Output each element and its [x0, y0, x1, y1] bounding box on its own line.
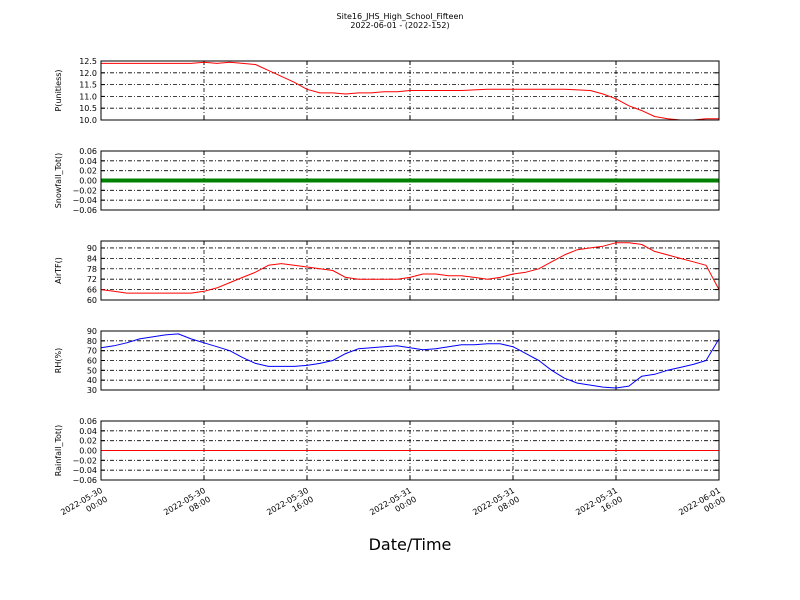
panel-1-ylabel: Snowfall_Tot() — [54, 153, 63, 209]
panel-3-ytick-label-2: 70 — [87, 347, 97, 356]
panel-0-ytick-label-2: 11.5 — [79, 81, 97, 90]
panel-4-ytick-label-0: 0.06 — [79, 417, 97, 426]
panel-0-frame — [100, 60, 720, 121]
panel-2-ytick-label-4: 66 — [87, 286, 97, 295]
panel-3-ytick-label-5: 40 — [87, 376, 97, 385]
panel-4-ytick-label-5: −0.04 — [72, 466, 97, 475]
panel-0-ytick-label-0: 12.5 — [79, 57, 97, 66]
panel-3-series-line — [100, 333, 720, 389]
x-tick-label-4: 2022-05-3108:00 — [471, 486, 521, 526]
panel-4-ytick-label-6: −0.06 — [72, 476, 97, 485]
panel-3-ytick-label-1: 80 — [87, 337, 97, 346]
panel-2-ytick-label-0: 90 — [87, 244, 97, 253]
panel-1: 0.060.040.020.00−0.02−0.04−0.06 Snowfall_… — [54, 147, 720, 215]
panel-0-ytick-label-1: 12.0 — [79, 69, 97, 78]
panel-2-ylabel: AirTF() — [54, 257, 63, 284]
chart-title: Site16_JHS_High_School_Fifteen — [337, 12, 464, 21]
panel-0-ytick-label-4: 10.5 — [79, 104, 97, 113]
x-tick-label-3: 2022-05-3100:00 — [368, 486, 418, 526]
panel-0-ylabel: P(unitless) — [54, 69, 63, 111]
panel-0-ytick-label-3: 11.0 — [79, 92, 97, 101]
x-tick-label-2: 2022-05-3016:00 — [265, 486, 315, 526]
panel-1-ytick-label-5: −0.04 — [72, 196, 97, 205]
panel-4-ytick-label-2: 0.02 — [79, 437, 97, 446]
panel-1-frame — [100, 150, 720, 211]
panel-4-frame — [100, 420, 720, 481]
panel-0-series-line — [101, 61, 719, 121]
panel-4: 0.060.040.020.00−0.02−0.04−0.06 Rainfall_… — [54, 417, 720, 485]
panel-3-ylabel: RH(%) — [54, 348, 63, 373]
panel-4-ytick-label-3: 0.00 — [79, 447, 97, 456]
panel-4-ytick-label-4: −0.02 — [72, 456, 97, 465]
panel-2-ytick-label-2: 78 — [87, 265, 97, 274]
panel-0-ytick-label-5: 10.0 — [79, 116, 97, 125]
panels-group: 12.512.011.511.010.510.0P(unitless)0.060… — [54, 57, 720, 485]
x-tick-labels: 2022-05-3000:00 2022-05-3008:00 2022-05-30… — [59, 486, 727, 526]
panel-2-frame — [100, 240, 720, 301]
panel-2-ytick-label-5: 60 — [87, 296, 97, 305]
panel-3-ytick-label-6: 30 — [87, 386, 97, 395]
panel-1-ytick-label-6: −0.06 — [72, 206, 97, 215]
panel-3-ytick-label-0: 90 — [87, 327, 97, 336]
x-tick-label-5: 2022-05-3116:00 — [574, 486, 624, 526]
panel-2-series-line — [100, 242, 720, 294]
x-axis-label: Date/Time — [369, 535, 452, 554]
panel-3-frame — [100, 330, 720, 391]
x-tick-label-1: 2022-05-3008:00 — [162, 486, 212, 526]
panel-3-ytick-label-4: 50 — [87, 366, 97, 375]
panel-1-ytick-label-3: 0.00 — [79, 177, 97, 186]
panel-2-ytick-label-3: 72 — [87, 275, 97, 284]
panel-4-ylabel: Rainfall_Tot() — [54, 425, 63, 477]
panel-4-ytick-label-1: 0.04 — [79, 427, 97, 436]
x-tick-label-0: 2022-05-3000:00 — [59, 486, 109, 526]
panel-1-ytick-label-1: 0.04 — [79, 157, 97, 166]
panel-1-ytick-label-2: 0.02 — [79, 167, 97, 176]
panel-1-ytick-label-4: −0.02 — [72, 186, 97, 195]
panel-2-ytick-label-1: 84 — [87, 254, 97, 263]
panel-1-ytick-label-0: 0.06 — [79, 147, 97, 156]
chart-subtitle: 2022-06-01 - (2022-152) — [350, 21, 449, 30]
panel-3-ytick-label-3: 60 — [87, 357, 97, 366]
x-tick-label-6: 2022-06-0100:00 — [677, 486, 727, 526]
panel-0: 12.5 12.0 11.5 11.0 10.5 10.0 P(unitless) — [54, 57, 720, 125]
